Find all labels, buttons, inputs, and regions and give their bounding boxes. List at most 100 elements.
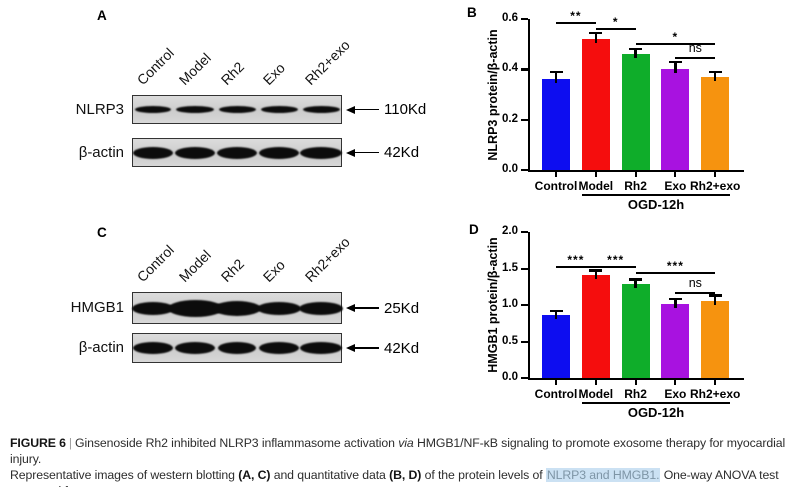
y-tick [521, 267, 528, 270]
arrow-line [355, 151, 379, 154]
y-tick-label: 2.0 [502, 225, 518, 237]
y-axis [528, 232, 531, 380]
error-bar-line [714, 71, 717, 81]
x-label-rh2-plus-exo: Rh2+exo [690, 179, 741, 193]
error-bar-line [674, 61, 677, 74]
y-tick-label: 0.0 [502, 163, 518, 175]
x-label-exo: Exo [664, 387, 687, 401]
y-tick [521, 68, 528, 71]
x-tick [634, 172, 637, 178]
caption-separator: | [68, 436, 73, 450]
caption-text: of the protein levels of [421, 467, 546, 482]
x-tick [594, 380, 597, 386]
blot-band [259, 146, 299, 159]
y-tick-label: 0.6 [502, 12, 518, 24]
bar-control [542, 315, 570, 378]
caption-text: and quantitative data [270, 467, 390, 482]
caption-line-1: FIGURE 6 | Ginsenoside Rh2 inhibited NLRP3… [10, 436, 792, 468]
blot-band [175, 342, 215, 354]
group-label: OGD-12h [627, 197, 685, 212]
y-tick-label: 0.0 [502, 371, 518, 383]
y-tick-label: 0.5 [502, 334, 518, 347]
lane-label-control: Control [133, 241, 177, 285]
x-tick [594, 172, 597, 178]
blot-band [176, 106, 214, 113]
x-label-model: Model [578, 179, 614, 193]
protein-label-actin: β-actin [78, 339, 124, 356]
figure-caption: FIGURE 6 | Ginsenoside Rh2 inhibited NLRP3… [10, 436, 792, 487]
bar-exo [661, 69, 690, 170]
x-tick [674, 380, 677, 386]
x-tick [554, 380, 558, 386]
error-bar-cap [708, 70, 722, 74]
left-arrow-icon [346, 304, 355, 312]
bar-control [542, 79, 570, 170]
mw-label: 110Kd [384, 101, 427, 118]
caption-text: HMGB1/NF-κB signaling to promote exosome… [10, 436, 786, 466]
blot-band [132, 301, 174, 315]
blot-band [213, 300, 261, 316]
x-axis [528, 170, 744, 173]
mw-marker: 42Kd [346, 144, 420, 161]
significance-label: ns [688, 41, 702, 56]
left-arrow-icon [346, 344, 355, 352]
panel-c-label: C [97, 225, 107, 240]
lane-label-model: Model [175, 246, 214, 285]
blot-band [302, 106, 340, 113]
y-tick-label: 1.5 [502, 261, 518, 274]
error-bar-line [594, 32, 597, 44]
protein-label-hmgb1: HMGB1 [70, 299, 124, 316]
lane-label-exo: Exo [259, 256, 289, 285]
x-axis [528, 378, 744, 381]
group-line [581, 402, 731, 404]
significance-bracket [556, 22, 596, 25]
left-arrow-icon [346, 105, 355, 114]
x-tick [634, 380, 637, 386]
group-label: OGD-12h [627, 405, 685, 420]
bar-rh2-plus-exo [701, 76, 730, 170]
bar-rh2-plus-exo [701, 300, 730, 378]
blot-band [133, 146, 173, 159]
y-axis-label: HMGB1 protein/β-actin [486, 237, 500, 373]
blot-band [133, 342, 173, 354]
protein-label-actin: β-actin [78, 143, 124, 161]
error-bar-line [634, 279, 637, 288]
x-label-exo: Exo [664, 179, 687, 193]
significance-bracket [595, 266, 636, 269]
error-bar-cap [629, 278, 643, 281]
protein-label-nlrp3: NLRP3 [75, 100, 124, 118]
bar-model [581, 275, 610, 378]
error-bar-cap [708, 294, 722, 297]
blot-band [218, 106, 256, 113]
caption-text: Representative images of western blottin… [10, 467, 239, 482]
significance-label: *** [666, 259, 684, 274]
caption-text: Ginsenoside Rh2 inhibited NLRP3 inflamma… [75, 436, 399, 450]
mw-label: 42Kd [384, 144, 420, 161]
figure-tag: FIGURE 6 [10, 436, 66, 450]
caption-via-italic: via [398, 436, 414, 450]
arrow-line [355, 347, 379, 349]
blot-band [257, 301, 301, 315]
error-bar-cap [629, 48, 643, 51]
error-bar-line [594, 270, 597, 280]
error-bar-line [554, 310, 558, 320]
error-bar-cap [589, 269, 603, 272]
significance-bracket [675, 57, 716, 60]
arrow-line [355, 108, 379, 111]
y-axis [528, 19, 531, 172]
bar-model [581, 39, 610, 170]
x-tick [554, 172, 558, 178]
significance-label: ns [688, 275, 702, 290]
significance-bracket [635, 272, 716, 275]
significance-bracket [556, 266, 596, 269]
significance-label: * [612, 14, 619, 29]
mw-label: 25Kd [384, 299, 420, 317]
x-label-model: Model [578, 387, 614, 401]
panel-d-bar-chart: D 0.0 0.5 1.0 1.5 2.0 HMGB1 protein/β-actin Con… [455, 212, 800, 436]
blot-band [218, 342, 256, 354]
x-tick [714, 172, 717, 178]
lane-label-rh2-plus-exo: Rh2+exo [301, 233, 353, 285]
